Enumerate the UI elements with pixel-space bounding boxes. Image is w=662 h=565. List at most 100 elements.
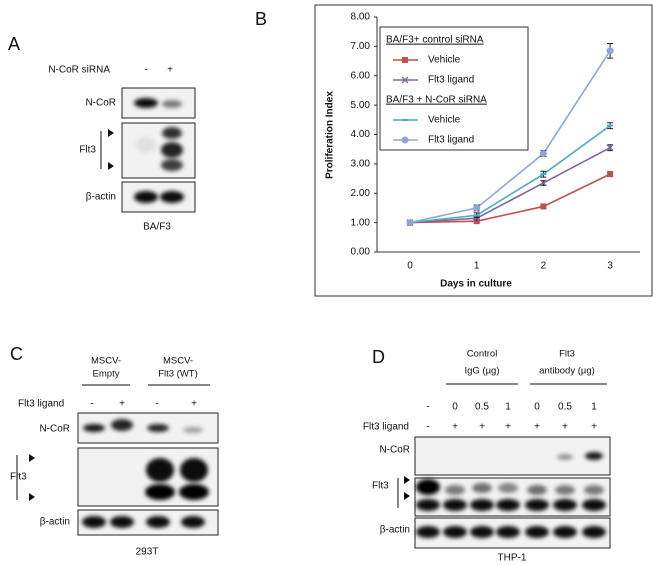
line bbox=[409, 173, 611, 224]
marker bbox=[401, 136, 409, 144]
band bbox=[416, 526, 440, 538]
group-label: MSCV- bbox=[163, 356, 193, 367]
x-tick-label: 2 bbox=[541, 261, 547, 272]
band bbox=[146, 516, 170, 528]
y-tick-label: 6.00 bbox=[351, 70, 371, 81]
lane-label: 0 bbox=[452, 402, 458, 413]
legend-heading: BA/F3+ control siRNA bbox=[386, 35, 484, 46]
row-label: β-actin bbox=[380, 525, 410, 536]
marker bbox=[473, 204, 481, 212]
band bbox=[498, 483, 518, 493]
band bbox=[525, 526, 549, 538]
legend-label: Vehicle bbox=[428, 115, 461, 126]
row-label: N-CoR bbox=[379, 445, 410, 456]
marker bbox=[401, 76, 409, 84]
row-label: Flt3 bbox=[372, 481, 389, 492]
row-label: Flt3 bbox=[10, 472, 27, 483]
lane-label: - bbox=[426, 422, 429, 433]
band bbox=[445, 485, 465, 495]
band bbox=[553, 526, 577, 538]
marker bbox=[539, 150, 547, 158]
chart-frame bbox=[314, 4, 653, 297]
x-tick-label: 0 bbox=[407, 261, 413, 272]
y-axis-label: Proliferation Index bbox=[325, 91, 336, 179]
group-label: IgG (µg) bbox=[464, 366, 499, 377]
band bbox=[161, 159, 183, 171]
band bbox=[162, 127, 182, 139]
group-label: Flt3 (WT) bbox=[158, 369, 198, 380]
y-tick-label: 5.00 bbox=[351, 100, 371, 111]
lane-label: - bbox=[426, 402, 429, 413]
band bbox=[147, 424, 169, 432]
legend-label: Flt3 ligand bbox=[428, 135, 474, 146]
band bbox=[496, 499, 520, 511]
blot-panel bbox=[121, 181, 196, 213]
band bbox=[146, 458, 174, 482]
band bbox=[470, 499, 494, 511]
lane-label: + bbox=[505, 422, 511, 433]
y-tick-label: 0.00 bbox=[351, 247, 371, 258]
lane-label: + bbox=[167, 65, 173, 76]
lane-label: - bbox=[90, 399, 93, 410]
band bbox=[472, 483, 492, 493]
row-label: N-CoR bbox=[39, 424, 70, 435]
legend-heading: BA/F3 + N-CoR siRNA bbox=[386, 95, 487, 106]
lane-label: 0 bbox=[534, 402, 540, 413]
band bbox=[181, 516, 205, 528]
marker bbox=[540, 203, 547, 210]
panel-label: A bbox=[8, 34, 20, 54]
panel-label: C bbox=[10, 344, 23, 364]
lane-label: + bbox=[562, 422, 568, 433]
band bbox=[161, 142, 183, 158]
band bbox=[111, 419, 133, 431]
lane-label: 1 bbox=[505, 402, 511, 413]
band bbox=[584, 485, 604, 495]
y-tick-label: 7.00 bbox=[351, 41, 371, 52]
marker bbox=[406, 219, 414, 227]
lane-label: - bbox=[155, 399, 158, 410]
band bbox=[160, 191, 184, 203]
band bbox=[162, 100, 182, 108]
band bbox=[416, 479, 440, 495]
cell-line: THP-1 bbox=[498, 553, 527, 564]
row-label: N-CoR bbox=[85, 98, 116, 109]
band bbox=[496, 526, 520, 538]
y-tick-label: 8.00 bbox=[351, 12, 371, 23]
line bbox=[409, 125, 611, 224]
lane-label: + bbox=[591, 422, 597, 433]
row-label: β-actin bbox=[40, 517, 70, 528]
band bbox=[82, 516, 106, 528]
band bbox=[555, 485, 575, 495]
y-tick-label: 3.00 bbox=[351, 159, 371, 170]
marker bbox=[402, 57, 408, 63]
row-label: β-actin bbox=[86, 192, 116, 203]
legend-box bbox=[379, 26, 529, 151]
panel-label: B bbox=[255, 9, 267, 29]
band bbox=[557, 454, 573, 460]
band bbox=[582, 499, 606, 511]
band bbox=[582, 526, 606, 538]
cell-line: 293T bbox=[136, 547, 159, 558]
lane-labels: - - 0 +0.5 +1 +0 +0.5 +1 + bbox=[426, 402, 597, 433]
marker bbox=[473, 218, 480, 225]
band bbox=[527, 485, 547, 495]
group-label: Empty bbox=[93, 369, 120, 380]
band bbox=[180, 458, 208, 482]
lane-label: + bbox=[119, 399, 125, 410]
legend-label: Vehicle bbox=[428, 55, 461, 66]
brackets bbox=[16, 129, 607, 508]
legend-label: Flt3 ligand bbox=[428, 75, 474, 86]
y-tick-label: 4.00 bbox=[351, 129, 371, 140]
lane-label: - bbox=[144, 65, 147, 76]
lane-label: 1 bbox=[591, 402, 597, 413]
band bbox=[110, 516, 134, 528]
y-tick-label: 2.00 bbox=[351, 188, 371, 199]
band bbox=[525, 499, 549, 511]
treatment-label: Flt3 ligand bbox=[363, 422, 409, 433]
cell-line: BA/F3 bbox=[143, 222, 171, 233]
blots bbox=[77, 87, 611, 549]
blot-panel bbox=[414, 436, 611, 476]
lane-label: + bbox=[452, 422, 458, 433]
x-tick-label: 3 bbox=[607, 261, 613, 272]
